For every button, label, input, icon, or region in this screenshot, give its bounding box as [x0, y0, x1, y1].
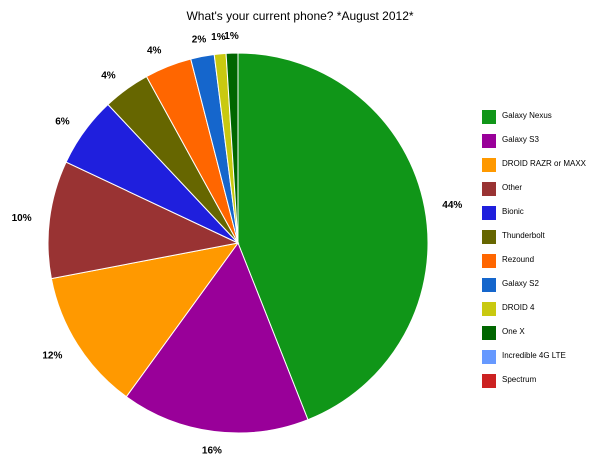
pie-label-galaxy-s2: 2%	[192, 35, 207, 46]
pie-label-rezound: 4%	[147, 46, 162, 57]
legend-swatch	[482, 134, 496, 148]
legend-swatch	[482, 182, 496, 196]
pie-slices	[47, 52, 429, 434]
pie-slice-galaxy-s3	[125, 241, 309, 434]
legend-label: Other	[502, 183, 523, 192]
pie-label-one-x: 1%	[224, 31, 239, 42]
legend-label: Incredible 4G LTE	[502, 351, 566, 360]
legend-swatch	[482, 326, 496, 340]
legend-label: Spectrum	[502, 375, 537, 384]
legend-swatch	[482, 302, 496, 316]
legend-swatch	[482, 278, 496, 292]
legend-swatch	[482, 206, 496, 220]
legend-label: Thunderbolt	[502, 231, 545, 240]
pie-labels: 44% 16% 12% 10% 6% 4% 4% 2% 1%1%	[12, 31, 463, 456]
pie-label-galaxy-nexus: 44%	[442, 200, 462, 211]
legend-label: Galaxy S3	[502, 135, 539, 144]
pie-label-thunderbolt: 4%	[101, 71, 116, 82]
legend-label: DROID 4	[502, 303, 535, 312]
legend-label: Rezound	[502, 255, 535, 264]
pie-label-droid-4: 1%	[211, 32, 226, 43]
legend-swatch	[482, 254, 496, 268]
legend-label: Galaxy S2	[502, 279, 539, 288]
pie-label-galaxy-s3: 16%	[202, 445, 222, 456]
pie-label-bionic: 6%	[55, 117, 70, 128]
legend-swatch	[482, 230, 496, 244]
pie-slice-galaxy-nexus	[237, 52, 429, 421]
legend-swatch	[482, 158, 496, 172]
legend-label: Galaxy Nexus	[502, 111, 552, 120]
pie-slice-one-x	[225, 52, 239, 244]
legend-swatch	[482, 350, 496, 364]
chart-title: What's your current phone? *August 2012*	[186, 9, 414, 23]
legend-swatch	[482, 110, 496, 124]
pie-label-droid-razr-or-maxx: 12%	[42, 351, 62, 362]
legend-label: One X	[502, 327, 525, 336]
pie-slice-droid-razr-or-maxx	[50, 242, 240, 398]
legend-label: DROID RAZR or MAXX	[502, 159, 587, 168]
legend-swatch	[482, 374, 496, 388]
pie-slice-other	[47, 161, 240, 280]
legend-label: Bionic	[502, 207, 524, 216]
pie-label-other: 10%	[12, 213, 32, 224]
